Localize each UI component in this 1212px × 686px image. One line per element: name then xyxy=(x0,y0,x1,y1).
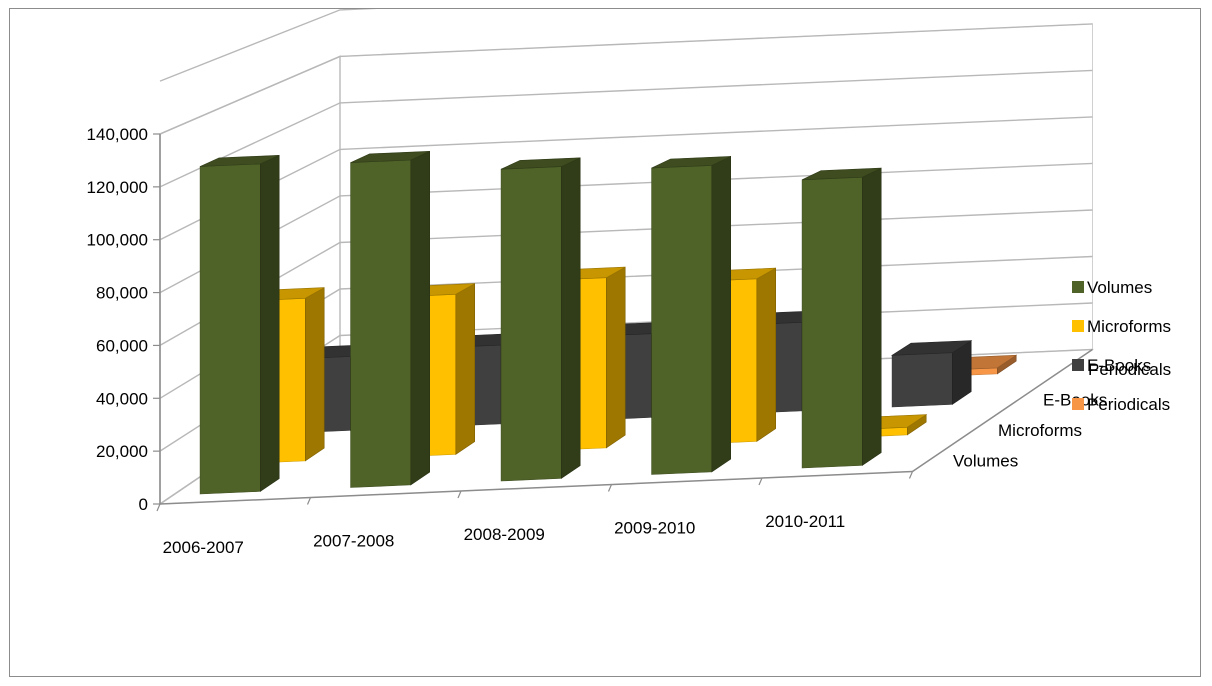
depth-tick-label: Microforms xyxy=(998,421,1082,440)
legend-swatch xyxy=(1072,398,1084,410)
y-tick-label: 40,000 xyxy=(96,389,148,408)
y-tick-label: 100,000 xyxy=(87,231,148,250)
gridline xyxy=(159,9,378,82)
y-tick-label: 20,000 xyxy=(96,442,148,461)
legend-swatch xyxy=(1072,359,1084,371)
bar-volumes-1 xyxy=(350,150,431,488)
gridline xyxy=(159,162,1093,294)
legend-label: E-Books xyxy=(1087,356,1151,375)
y-tick-label: 120,000 xyxy=(87,178,148,197)
gridline xyxy=(159,116,1093,241)
bar-volumes-2 xyxy=(500,157,581,482)
y-tick-label: 140,000 xyxy=(87,125,148,144)
chart-canvas: 0 20,000 40,000 60,000 80,000 100,000 120,000 1… xyxy=(87,9,1172,557)
x-tick-label: 2008-2009 xyxy=(464,525,545,544)
legend-swatch xyxy=(1072,281,1084,293)
x-axis xyxy=(159,470,913,505)
y-tick-label: 60,000 xyxy=(96,336,148,355)
bar-e-books-4 xyxy=(891,340,973,408)
depth-tick-label: Volumes xyxy=(953,451,1018,470)
legend-label: Microforms xyxy=(1087,317,1171,336)
x-tick-label: 2010-2011 xyxy=(765,512,845,531)
x-tick-label: 2007-2008 xyxy=(313,531,394,550)
y-tick-label: 80,000 xyxy=(96,284,148,303)
x-tick-label: 2009-2010 xyxy=(614,518,695,537)
depth-tick-label: Periodicals xyxy=(1088,360,1171,379)
x-tick-label: 2006-2007 xyxy=(163,538,244,557)
gridline xyxy=(159,23,1093,135)
y-tick-label: 0 xyxy=(139,495,148,514)
bar-volumes-0 xyxy=(199,154,280,495)
legend-label: Periodicals xyxy=(1087,395,1170,414)
bar-volumes-3 xyxy=(651,155,732,475)
chart-bars xyxy=(199,150,1018,495)
axis-labels: 0 20,000 40,000 60,000 80,000 100,000 120,000 1… xyxy=(87,125,1172,557)
legend-swatch xyxy=(1072,320,1084,332)
bar-volumes-4 xyxy=(801,167,882,469)
legend-label: Volumes xyxy=(1087,278,1152,297)
chart-area: 0 20,000 40,000 60,000 80,000 100,000 120,000 1… xyxy=(9,8,1201,677)
depth-axis xyxy=(912,348,1093,473)
